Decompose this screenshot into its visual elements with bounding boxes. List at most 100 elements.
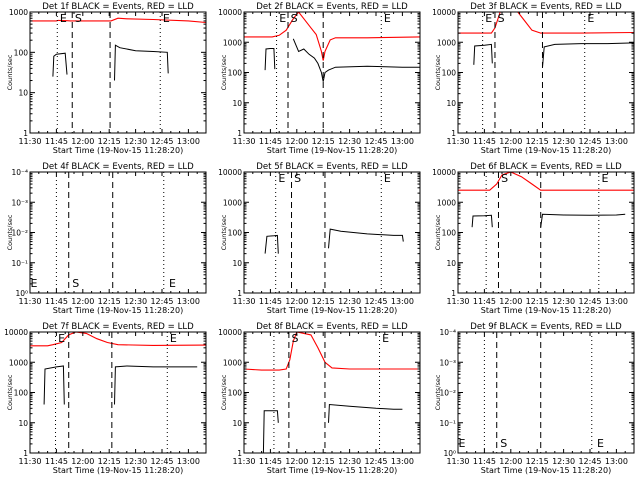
x-tick-label: 12:45 bbox=[578, 297, 601, 306]
x-tick-label: 12:00 bbox=[499, 137, 522, 146]
panel-title: Det 1f BLACK = Events, RED = LLD bbox=[42, 2, 194, 12]
y-tick-label: 10 bbox=[232, 259, 242, 268]
x-tick-label: 12:30 bbox=[552, 457, 575, 466]
y-tick-label: 100 bbox=[14, 389, 29, 398]
x-tick-label: 13:00 bbox=[177, 297, 200, 306]
x-tick-label: 13:00 bbox=[177, 457, 200, 466]
x-tick-label: 12:00 bbox=[285, 137, 308, 146]
y-tick-label: 10 bbox=[232, 419, 242, 428]
y-tick-label: 10⁻² bbox=[439, 389, 456, 398]
x-tick-label: 12:30 bbox=[124, 457, 147, 466]
y-tick-label: 100 bbox=[442, 69, 457, 78]
x-tick-label: 12:00 bbox=[499, 457, 522, 466]
x-tick-label: 13:00 bbox=[177, 137, 200, 146]
marker-letter: E bbox=[170, 332, 177, 345]
events-series-line bbox=[114, 365, 198, 405]
x-tick-label: 12:45 bbox=[578, 457, 601, 466]
marker-letter: E bbox=[31, 277, 38, 290]
x-tick-label: 12:15 bbox=[98, 137, 121, 146]
y-tick-label: 10⁻⁴ bbox=[11, 168, 28, 177]
y-tick-label: 10000 bbox=[432, 168, 456, 177]
marker-letter: E bbox=[279, 12, 286, 25]
x-axis-label: Start Time (19-Nov-15 11:28:20) bbox=[481, 146, 611, 155]
x-tick-label: 11:45 bbox=[473, 137, 496, 146]
x-tick-label: 12:30 bbox=[124, 137, 147, 146]
x-tick-label: 12:15 bbox=[98, 297, 121, 306]
plot-area bbox=[264, 172, 404, 293]
marker-letter: E bbox=[58, 332, 65, 345]
x-tick-label: 11:45 bbox=[473, 297, 496, 306]
x-tick-label: 12:15 bbox=[312, 137, 335, 146]
y-tick-label: 10 bbox=[446, 259, 456, 268]
x-tick-label: 11:30 bbox=[232, 457, 255, 466]
x-tick-label: 13:00 bbox=[391, 457, 414, 466]
panel-title: Det 2f BLACK = Events, RED = LLD bbox=[256, 2, 408, 12]
x-tick-label: 11:45 bbox=[259, 137, 282, 146]
y-tick-label: 1000 bbox=[437, 198, 456, 207]
x-axis-label: Start Time (19-Nov-15 11:28:20) bbox=[481, 466, 611, 475]
y-tick-label: 100 bbox=[14, 48, 29, 57]
events-series-line bbox=[328, 403, 403, 423]
y-tick-label: 1000 bbox=[9, 8, 28, 17]
x-tick-label: 11:45 bbox=[45, 137, 68, 146]
y-tick-label: 10⁻⁴ bbox=[439, 328, 456, 337]
plot-frame bbox=[243, 331, 421, 454]
lld-series-line bbox=[30, 17, 206, 24]
x-tick-label: 12:00 bbox=[285, 297, 308, 306]
y-axis-label: Counts/sec bbox=[434, 214, 442, 250]
y-axis-label: Counts/sec bbox=[6, 374, 14, 410]
y-tick-label: 10⁰ bbox=[443, 449, 456, 458]
plot-area bbox=[55, 172, 165, 293]
plot-area bbox=[244, 332, 420, 453]
x-tick-label: 11:30 bbox=[232, 137, 255, 146]
plot-frame bbox=[243, 171, 421, 294]
y-tick-label: 1 bbox=[237, 449, 242, 458]
x-axis-label: Start Time (19-Nov-15 11:28:20) bbox=[53, 466, 183, 475]
y-tick-label: 10⁰ bbox=[15, 289, 28, 298]
x-tick-label: 11:45 bbox=[45, 457, 68, 466]
y-axis-label: Counts/sec bbox=[220, 374, 228, 410]
x-axis-label: Start Time (19-Nov-15 11:28:20) bbox=[267, 306, 397, 315]
events-series-line bbox=[328, 228, 404, 249]
plot-area bbox=[483, 332, 593, 453]
y-axis-label: Counts/sec bbox=[6, 214, 14, 250]
y-tick-label: 10 bbox=[18, 419, 28, 428]
x-tick-label: 12:00 bbox=[71, 457, 94, 466]
x-tick-label: 11:45 bbox=[473, 457, 496, 466]
x-tick-label: 12:30 bbox=[552, 297, 575, 306]
events-series-line bbox=[471, 214, 493, 228]
x-tick-label: 13:00 bbox=[391, 297, 414, 306]
x-axis-label: Start Time (19-Nov-15 11:28:20) bbox=[267, 466, 397, 475]
plot-area bbox=[30, 332, 206, 453]
x-axis-label: Start Time (19-Nov-15 11:28:20) bbox=[53, 146, 183, 155]
y-tick-label: 1 bbox=[23, 449, 28, 458]
panel-title: Det 6f BLACK = Events, RED = LLD bbox=[470, 162, 622, 172]
marker-letter: E bbox=[384, 172, 391, 185]
plot-frame bbox=[29, 331, 207, 454]
y-tick-label: 100 bbox=[228, 229, 243, 238]
y-tick-label: 1 bbox=[237, 129, 242, 138]
x-tick-label: 12:00 bbox=[71, 137, 94, 146]
y-tick-label: 10⁻³ bbox=[11, 198, 28, 207]
lld-series-line bbox=[458, 172, 634, 191]
lld-series-line bbox=[244, 332, 420, 371]
plot-area bbox=[244, 12, 420, 133]
marker-letter: E bbox=[60, 12, 67, 25]
marker-letter: E bbox=[384, 12, 391, 25]
x-tick-label: 12:30 bbox=[124, 297, 147, 306]
y-tick-label: 100 bbox=[228, 69, 243, 78]
marker-letter: E bbox=[382, 332, 389, 345]
marker-letter: S bbox=[72, 277, 79, 290]
y-tick-label: 10000 bbox=[218, 8, 242, 17]
events-series-line bbox=[43, 365, 65, 405]
x-tick-label: 11:45 bbox=[45, 297, 68, 306]
x-tick-label: 12:45 bbox=[578, 137, 601, 146]
y-tick-label: 1 bbox=[451, 129, 456, 138]
events-series-line bbox=[473, 43, 493, 65]
x-tick-label: 13:00 bbox=[391, 137, 414, 146]
x-tick-label: 12:45 bbox=[364, 137, 387, 146]
